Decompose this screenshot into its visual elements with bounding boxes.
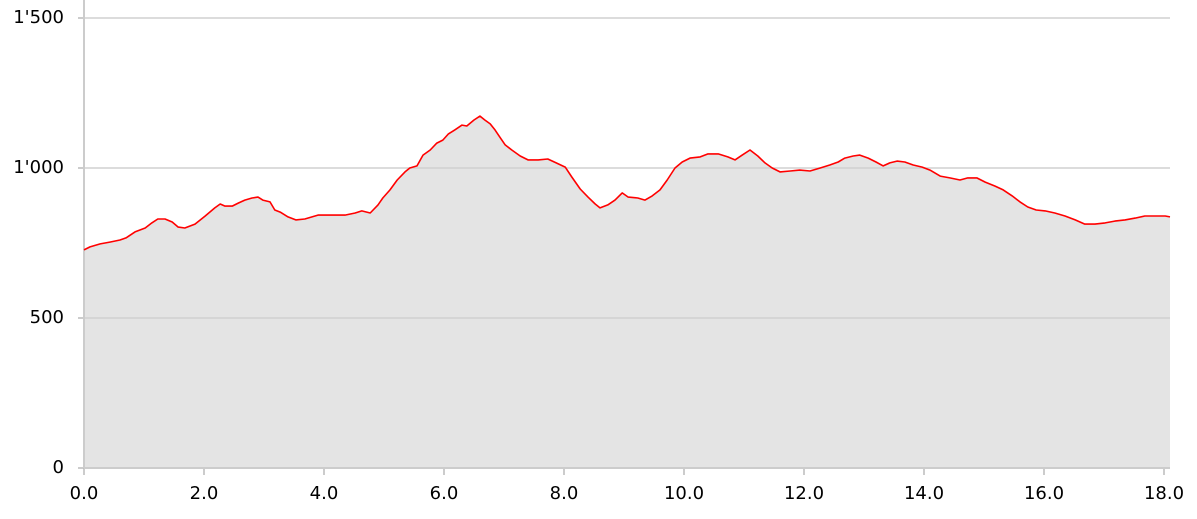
x-tick-label: 16.0 (1024, 483, 1064, 504)
y-tick-label: 1'500 (13, 7, 64, 28)
x-tick-label: 4.0 (310, 483, 339, 504)
y-tick-label: 500 (30, 307, 64, 328)
x-tick-label: 14.0 (904, 483, 944, 504)
x-tick-label: 12.0 (784, 483, 824, 504)
x-tick-label: 2.0 (190, 483, 219, 504)
y-tick-label: 0 (53, 457, 64, 478)
x-tick-label: 0.0 (70, 483, 99, 504)
area (84, 116, 1170, 468)
x-tick-label: 10.0 (664, 483, 704, 504)
y-tick-label: 1'000 (13, 157, 64, 178)
x-tick-label: 6.0 (430, 483, 459, 504)
x-tick-label: 8.0 (550, 483, 579, 504)
elevation-line (83, 115, 1171, 251)
x-tick-label: 18.0 (1144, 483, 1184, 504)
